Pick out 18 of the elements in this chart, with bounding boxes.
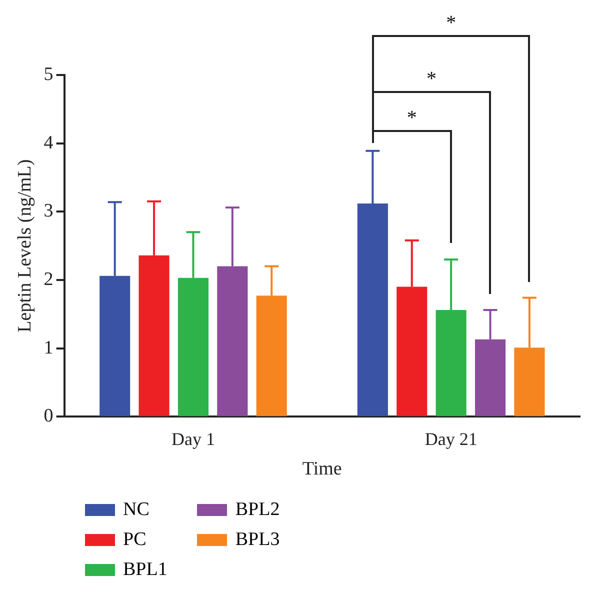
y-tick-label: 0 bbox=[44, 406, 54, 427]
legend-label: BPL2 bbox=[235, 499, 280, 521]
x-tick-label: Day 1 bbox=[171, 429, 215, 450]
legend-label: BPL1 bbox=[123, 559, 168, 581]
y-tick-label: 5 bbox=[44, 64, 54, 85]
legend-label: PC bbox=[123, 529, 146, 551]
annotation: * bbox=[426, 68, 436, 90]
annotation: * bbox=[406, 107, 417, 129]
x-tick-label: Day 21 bbox=[424, 429, 478, 450]
text: * bbox=[446, 12, 456, 34]
y-tick-label: 4 bbox=[44, 132, 54, 154]
legend-label: BPL3 bbox=[235, 529, 280, 551]
y-axis-title: Leptin Levels (ng/mL) bbox=[14, 159, 36, 332]
y-tick-label: 1 bbox=[44, 337, 54, 358]
y-tick-label: 3 bbox=[44, 200, 54, 222]
y-tick-label: 2 bbox=[44, 268, 54, 290]
legend-label: NC bbox=[123, 499, 150, 521]
x-axis-title: Time bbox=[302, 458, 342, 480]
